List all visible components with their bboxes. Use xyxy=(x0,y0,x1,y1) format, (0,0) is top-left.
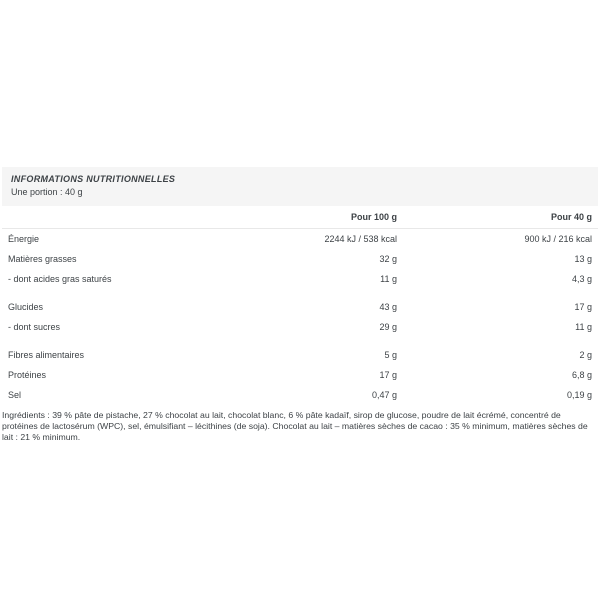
row-value-per-100g: 29 g xyxy=(379,322,397,332)
table-row-acides-gras-satures: - dont acides gras saturés 11 g 4,3 g xyxy=(2,269,598,289)
table-row-glucides: Glucides 43 g 17 g xyxy=(2,297,598,317)
column-header-per-100g: Pour 100 g xyxy=(350,212,397,222)
table-row-fibres-alimentaires: Fibres alimentaires 5 g 2 g xyxy=(2,345,598,365)
nutrition-info-section: INFORMATIONS NUTRITIONNELLES Une portion… xyxy=(2,167,598,443)
table-row-proteines: Protéines 17 g 6,8 g xyxy=(2,365,598,385)
column-header-per-40g: Pour 40 g xyxy=(550,212,592,222)
table-row-sel: Sel 0,47 g 0,19 g xyxy=(2,385,598,405)
row-value-per-40g: 2 g xyxy=(579,350,592,360)
row-value-per-100g: 17 g xyxy=(379,370,397,380)
row-value-per-40g: 17 g xyxy=(574,302,592,312)
table-row-dont-sucres: - dont sucres 29 g 11 g xyxy=(2,317,598,337)
ingredients-text: Ingrédients : 39 % pâte de pistache, 27 … xyxy=(2,410,588,442)
row-value-per-40g: 13 g xyxy=(574,254,592,264)
row-label: Sel xyxy=(8,390,22,400)
row-label: Glucides xyxy=(8,302,44,312)
row-value-per-100g: 43 g xyxy=(379,302,397,312)
row-value-per-40g: 900 kJ / 216 kcal xyxy=(524,234,592,244)
portion-size: Une portion : 40 g xyxy=(11,187,83,197)
row-value-per-100g: 2244 kJ / 538 kcal xyxy=(324,234,397,244)
row-label: Protéines xyxy=(8,370,47,380)
table-row-matieres-grasses: Matières grasses 32 g 13 g xyxy=(2,249,598,269)
row-value-per-40g: 11 g xyxy=(575,322,592,332)
row-value-per-40g: 6,8 g xyxy=(571,370,592,380)
row-value-per-100g: 5 g xyxy=(384,350,397,360)
row-value-per-100g: 32 g xyxy=(379,254,397,264)
table-header-row: Pour 100 g Pour 40 g xyxy=(2,206,598,229)
row-value-per-40g: 4,3 g xyxy=(571,274,592,284)
row-value-per-100g: 11 g xyxy=(380,274,397,284)
row-label: - dont acides gras saturés xyxy=(8,274,112,284)
row-label: - dont sucres xyxy=(8,322,61,332)
row-label: Énergie xyxy=(8,234,40,244)
row-label: Fibres alimentaires xyxy=(8,350,85,360)
nutrition-info-band: INFORMATIONS NUTRITIONNELLES Une portion… xyxy=(2,167,598,206)
row-label: Matières grasses xyxy=(8,254,77,264)
nutrition-table: Pour 100 g Pour 40 g Énergie 2244 kJ / 5… xyxy=(2,206,598,405)
table-row-energie: Énergie 2244 kJ / 538 kcal 900 kJ / 216 … xyxy=(2,229,598,249)
row-value-per-100g: 0,47 g xyxy=(371,390,397,400)
row-value-per-40g: 0,19 g xyxy=(566,390,592,400)
nutrition-title: INFORMATIONS NUTRITIONNELLES xyxy=(11,174,176,184)
